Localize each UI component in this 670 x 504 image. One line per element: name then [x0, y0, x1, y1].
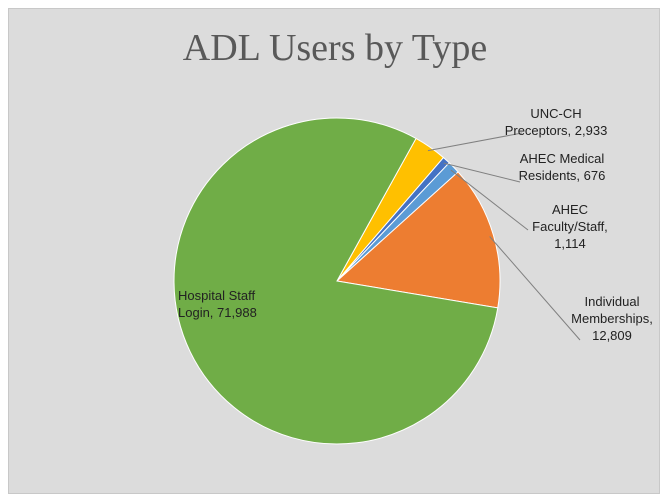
pie-slice-individual-memberships — [335, 171, 501, 309]
data-label: AHEC Medical Residents, 676 — [519, 151, 606, 183]
data-labels: UNC-CH Preceptors, 2,933 AHEC Medical Resid… — [178, 106, 653, 343]
chart-title: ADL Users by Type — [183, 27, 487, 69]
data-label: UNC-CH Preceptors, 2,933 — [505, 106, 608, 138]
leader-lines — [427, 132, 581, 341]
data-label: AHEC Faculty/Staff, 1,114 — [532, 202, 608, 251]
data-label: Individual Memberships, 12,809 — [571, 294, 653, 343]
leader-line — [450, 169, 529, 231]
leader-line — [489, 236, 581, 341]
pie-slice-hospital-staff-login — [173, 117, 499, 445]
leader-line — [427, 132, 523, 152]
pie-slices — [173, 117, 501, 445]
leader-line — [443, 162, 521, 183]
data-label: Hospital Staff Login, 71,988 — [178, 288, 257, 320]
